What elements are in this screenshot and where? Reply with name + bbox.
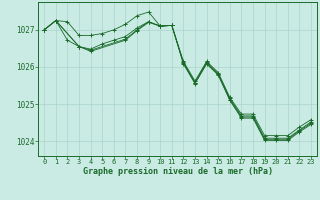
- X-axis label: Graphe pression niveau de la mer (hPa): Graphe pression niveau de la mer (hPa): [83, 167, 273, 176]
